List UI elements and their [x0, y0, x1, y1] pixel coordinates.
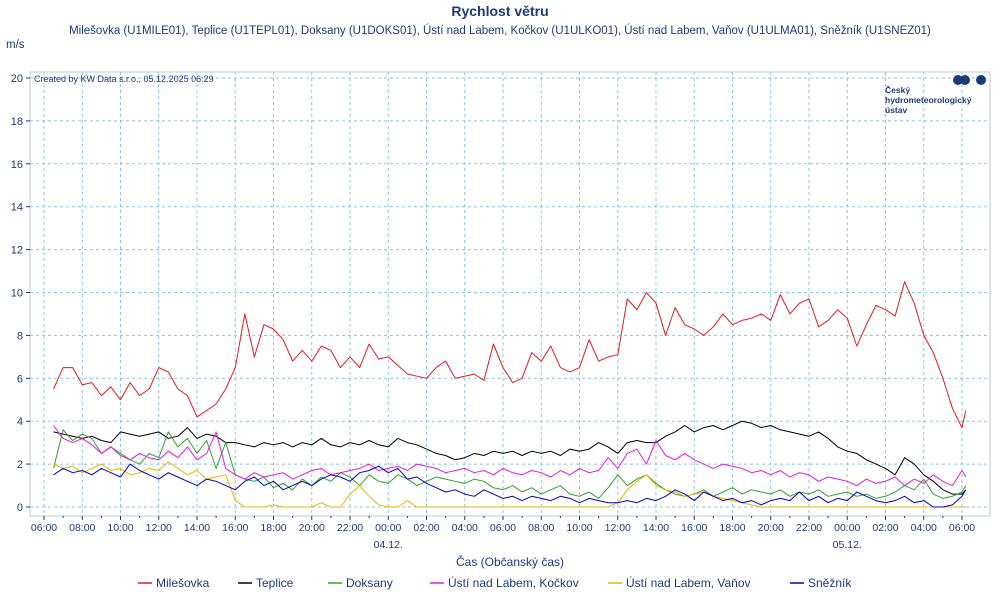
credit-text: Created by KW Data s.r.o., 05.12.2025 06…	[34, 74, 214, 84]
x-tick-label: 06:00	[949, 522, 975, 534]
y-tick-label: 2	[17, 459, 23, 471]
x-tick-label: 04:00	[911, 522, 937, 534]
x-tick-label: 22:00	[796, 522, 822, 534]
plot-border	[29, 71, 991, 517]
y-tick-label: 8	[17, 330, 23, 342]
series-line	[53, 281, 967, 429]
x-tick-label: 08:00	[69, 522, 95, 534]
x-tick-label: 18:00	[719, 522, 745, 534]
x-tick-label: 06:00	[31, 522, 57, 534]
y-tick-label: 20	[11, 73, 23, 85]
x-tick-label: 20:00	[299, 522, 325, 534]
series-line	[53, 463, 967, 508]
x-tick-label: 04:00	[452, 522, 478, 534]
x-tick-label: 18:00	[260, 522, 286, 534]
legend-label: Ústí nad Labem, Kočkov	[448, 575, 579, 590]
series-line	[53, 429, 967, 499]
series-lines	[53, 281, 967, 508]
y-tick-label: 18	[11, 116, 23, 128]
date-labels: 04.12. 05.12.	[374, 539, 862, 551]
x-tick-label: 10:00	[566, 522, 592, 534]
x-tick-label: 22:00	[337, 522, 363, 534]
series-line	[53, 420, 967, 495]
legend-label: Milešovka	[156, 576, 210, 590]
y-tick-label: 4	[17, 416, 23, 428]
logo-line-1: Český	[885, 84, 910, 95]
legend-label: Sněžník	[808, 576, 852, 590]
x-tick-label: 10:00	[107, 522, 133, 534]
x-tick-label: 20:00	[758, 522, 784, 534]
chart-subtitle: Milešovka (U1MILE01), Teplice (U1TEPL01)…	[69, 24, 931, 37]
x-tick-label: 02:00	[413, 522, 439, 534]
logo-dot-right	[976, 75, 986, 85]
x-axis-label: Čas (Občanský čas)	[456, 554, 564, 569]
legend: Milešovka Teplice Doksany Ústí nad Labem, K…	[138, 575, 852, 590]
x-axis: 06:00 08:00 10:00 12:00 14:00 16:00 18:00 20:00…	[31, 516, 975, 534]
date-label: 05.12.	[833, 539, 862, 551]
logo-line-3: ústav	[885, 105, 907, 115]
y-tick-label: 0	[17, 502, 23, 514]
plot-frame	[29, 71, 991, 517]
x-tick-label: 14:00	[184, 522, 210, 534]
logo-dot-mid	[960, 75, 970, 85]
logo-line-2: hydrometeorologický	[885, 95, 972, 105]
x-tick-label: 16:00	[222, 522, 248, 534]
y-axis: 0 2 4 6 8 10 12 14 16 18 20	[11, 73, 30, 514]
x-tick-label: 08:00	[528, 522, 554, 534]
chart-title: Rychlost větru	[451, 3, 548, 19]
x-tick-label: 14:00	[643, 522, 669, 534]
x-tick-label: 12:00	[605, 522, 631, 534]
chmi-logo: Český hydrometeorologický ústav	[885, 75, 986, 115]
y-tick-label: 14	[11, 202, 23, 214]
x-tick-label: 00:00	[834, 522, 860, 534]
y-tick-label: 10	[11, 288, 23, 300]
x-tick-label: 02:00	[872, 522, 898, 534]
legend-label: Doksany	[346, 576, 393, 590]
y-tick-label: 6	[17, 373, 23, 385]
series-line	[53, 425, 967, 487]
grid	[30, 72, 990, 516]
logo-dot-left	[953, 75, 963, 85]
legend-label: Ústí nad Labem, Vaňov	[626, 575, 751, 590]
y-tick-label: 12	[11, 245, 23, 257]
x-tick-label: 00:00	[375, 522, 401, 534]
x-tick-label: 06:00	[490, 522, 516, 534]
legend-label: Teplice	[256, 576, 294, 590]
date-label: 04.12.	[374, 539, 403, 551]
x-tick-label: 12:00	[146, 522, 172, 534]
x-tick-label: 16:00	[681, 522, 707, 534]
y-axis-label: m/s	[6, 39, 25, 51]
y-tick-label: 16	[11, 159, 23, 171]
